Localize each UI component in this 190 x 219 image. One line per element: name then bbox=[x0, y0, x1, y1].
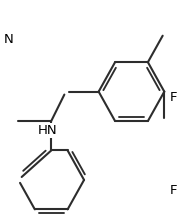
Text: N: N bbox=[4, 33, 14, 46]
Text: F: F bbox=[170, 92, 177, 104]
Text: F: F bbox=[170, 184, 177, 197]
Text: HN: HN bbox=[38, 124, 58, 137]
